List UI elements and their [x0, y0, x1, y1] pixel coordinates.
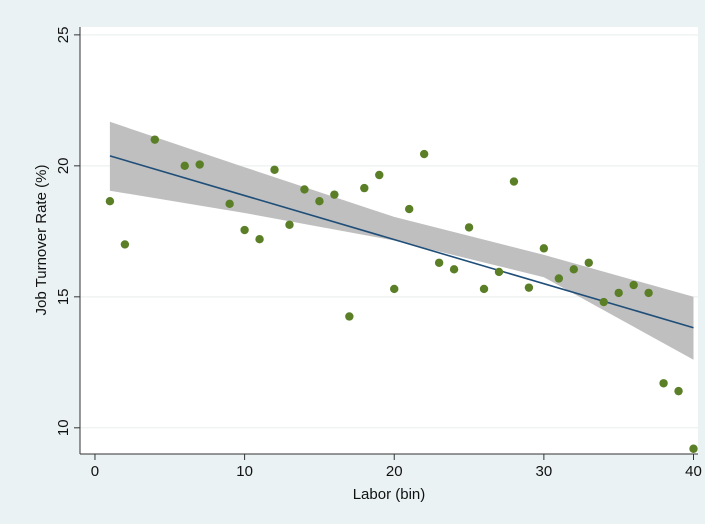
data-point-11: [300, 185, 309, 194]
x-tick-label-0: 0: [91, 463, 99, 480]
confidence-band: [109, 121, 694, 360]
data-point-18: [405, 204, 414, 214]
data-point-22: [464, 223, 474, 232]
data-point-29: [569, 265, 579, 274]
data-point-34: [644, 288, 653, 298]
data-point-17: [390, 284, 399, 294]
axes: 0 10 20 30 40 10 15 20 25: [55, 27, 702, 480]
data-point-31: [599, 297, 608, 307]
fit-line-segment: [109, 155, 694, 329]
data-point-37: [689, 444, 698, 453]
data-point-19: [419, 149, 429, 159]
data-point-16: [375, 170, 384, 180]
data-point-28: [554, 274, 564, 283]
data-point-9: [270, 165, 279, 174]
data-point-24: [494, 267, 504, 277]
data-point-36: [674, 386, 683, 396]
data-point-20: [434, 258, 444, 267]
y-tick-label-15: 15: [55, 288, 72, 305]
data-point-1: [105, 197, 115, 206]
data-point-3: [150, 135, 160, 144]
data-point-10: [285, 220, 294, 229]
data-point-15: [360, 183, 369, 193]
data-points: [105, 135, 698, 453]
plot-area: [80, 27, 698, 454]
data-point-14: [345, 312, 354, 321]
x-tick-label-40: 40: [685, 463, 702, 480]
y-tick-label-10: 10: [55, 419, 72, 436]
data-point-2: [120, 240, 130, 249]
data-point-4: [180, 161, 189, 171]
data-point-7: [240, 225, 249, 235]
data-point-26: [524, 283, 534, 292]
data-point-13: [330, 190, 339, 199]
data-point-8: [255, 234, 264, 244]
data-point-35: [659, 379, 668, 388]
data-point-6: [225, 199, 234, 209]
fit-line: [109, 155, 694, 329]
data-point-32: [614, 288, 623, 298]
confidence-band-area: [109, 121, 694, 360]
x-tick-label-10: 10: [236, 463, 253, 480]
y-tick-label-20: 20: [55, 157, 72, 174]
data-point-33: [629, 280, 638, 290]
y-tick-label-25: 25: [55, 27, 72, 44]
x-tick-label-20: 20: [386, 463, 403, 480]
data-point-25: [509, 177, 519, 186]
data-point-30: [584, 258, 593, 267]
data-point-5: [195, 160, 204, 169]
x-axis-label: Labor (bin): [353, 486, 426, 503]
data-point-21: [449, 265, 459, 274]
y-axis-label: Job Turnover Rate (%): [33, 165, 50, 316]
data-point-27: [539, 244, 549, 253]
x-tick-label-30: 30: [536, 463, 553, 480]
data-point-12: [315, 197, 324, 206]
data-point-23: [479, 284, 489, 294]
